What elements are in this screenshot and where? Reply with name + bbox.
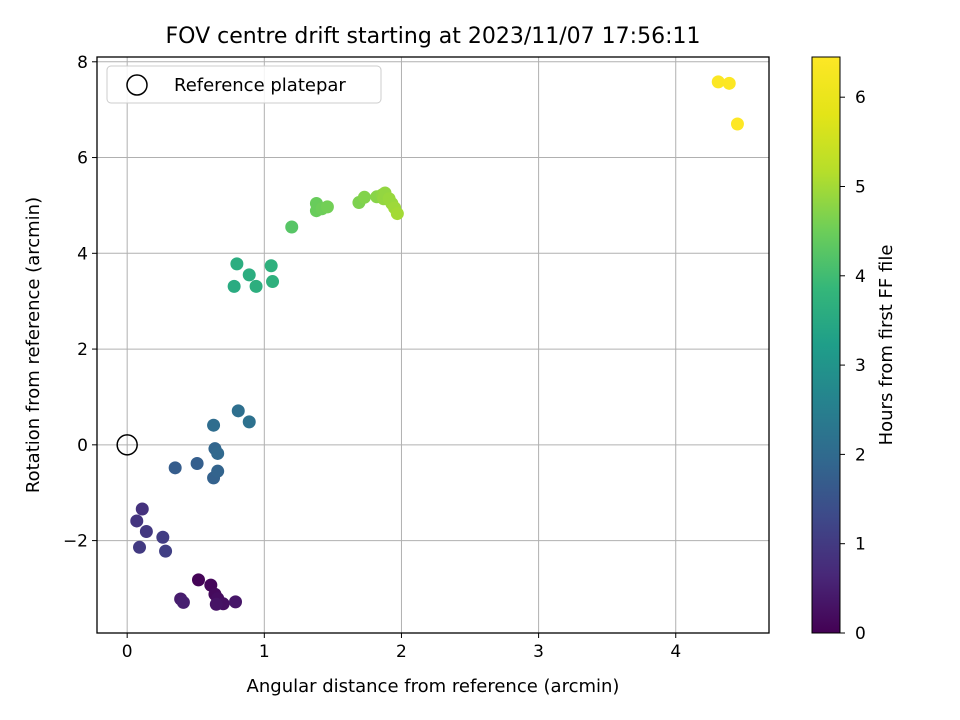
data-point <box>711 75 725 89</box>
data-point <box>266 275 280 289</box>
data-point <box>227 279 241 293</box>
colorbar-tick-label: 4 <box>855 267 866 287</box>
y-axis-label: Rotation from reference (arcmin) <box>23 197 44 493</box>
colorbar-tick-label: 0 <box>855 624 866 644</box>
data-point <box>130 514 144 528</box>
data-point <box>207 418 221 432</box>
data-point <box>191 573 205 587</box>
x-axis-ticks: 0 1 2 3 4 <box>122 633 681 662</box>
colorbar: 0 1 2 3 4 5 6 Hours from first FF file <box>811 56 897 644</box>
data-point <box>722 76 736 90</box>
x-tick-label: 1 <box>259 642 270 662</box>
data-point <box>357 190 371 204</box>
data-point <box>211 464 225 478</box>
colorbar-tick-label: 2 <box>855 445 866 465</box>
data-point <box>242 268 256 282</box>
colorbar-tick-label: 6 <box>855 88 866 108</box>
y-axis-ticks: −2 0 2 4 6 8 <box>63 53 97 552</box>
data-point <box>168 461 182 475</box>
y-tick-label: 4 <box>77 244 88 264</box>
data-point <box>730 117 744 131</box>
data-point <box>135 502 149 516</box>
legend-entry-label: Reference platepar <box>174 75 346 96</box>
data-point <box>190 457 204 471</box>
legend: Reference platepar <box>106 65 382 104</box>
data-point <box>390 207 404 221</box>
data-point <box>139 524 153 538</box>
grid-lines <box>97 57 769 633</box>
data-point <box>133 540 147 554</box>
y-tick-label: −2 <box>63 532 88 552</box>
data-point <box>231 404 245 418</box>
plot-frame <box>96 56 770 634</box>
reference-platepar-marker <box>116 434 138 456</box>
data-point <box>209 597 223 611</box>
data-point <box>176 595 190 609</box>
y-tick-label: 8 <box>77 53 88 73</box>
legend-box <box>106 65 382 104</box>
x-tick-label: 3 <box>533 642 544 662</box>
data-point <box>242 415 256 429</box>
x-axis-label: Angular distance from reference (arcmin) <box>247 676 620 697</box>
colorbar-gradient <box>811 56 841 634</box>
chart-title: FOV centre drift starting at 2023/11/07 … <box>166 24 701 49</box>
data-point <box>230 257 244 271</box>
data-point <box>159 544 173 558</box>
colorbar-ticks: 0 1 2 3 4 5 6 <box>840 88 866 644</box>
data-point <box>249 279 263 293</box>
data-point <box>320 200 334 214</box>
colorbar-tick-label: 3 <box>855 356 866 376</box>
colorbar-label: Hours from first FF file <box>876 245 897 446</box>
y-tick-label: 2 <box>77 340 88 360</box>
x-tick-label: 0 <box>122 642 133 662</box>
data-point <box>229 595 243 609</box>
y-tick-label: 6 <box>77 149 88 169</box>
data-points <box>130 75 744 611</box>
data-point <box>285 220 299 234</box>
reference-point <box>116 434 138 456</box>
colorbar-tick-label: 1 <box>855 535 866 555</box>
y-tick-label: 0 <box>77 436 88 456</box>
x-tick-label: 2 <box>396 642 407 662</box>
colorbar-tick-label: 5 <box>855 177 866 197</box>
x-tick-label: 4 <box>670 642 681 662</box>
data-point <box>156 530 170 544</box>
legend-open-circle-icon <box>126 74 148 96</box>
data-point <box>211 446 225 460</box>
data-point <box>264 259 278 273</box>
